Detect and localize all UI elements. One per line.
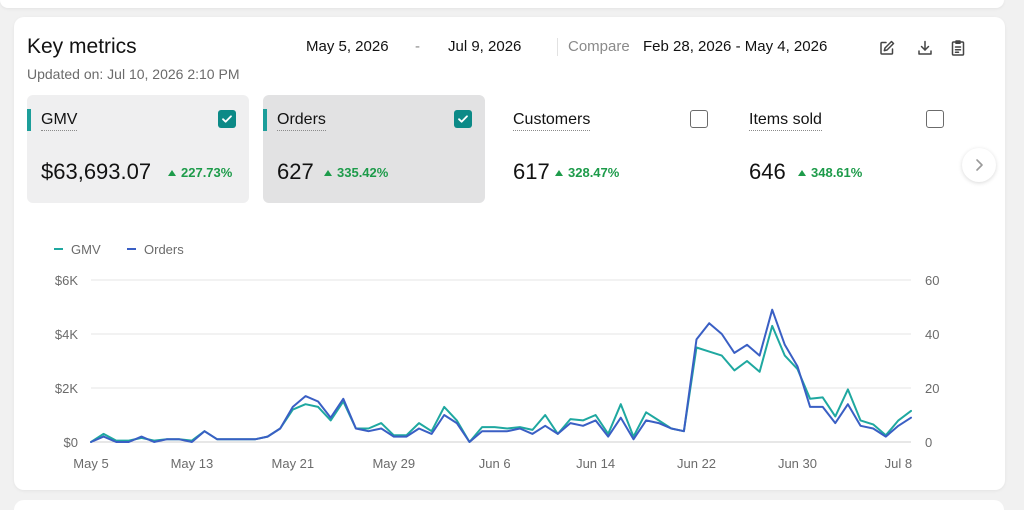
x-tick-label: May 21 — [272, 456, 315, 471]
compare-range[interactable]: Feb 28, 2026 - May 4, 2026 — [643, 38, 828, 55]
y-right-tick-label: 40 — [925, 327, 939, 342]
metric-value: $63,693.07 — [41, 159, 152, 184]
compare-label: Compare — [568, 38, 630, 55]
metric-delta: 328.47% — [555, 165, 619, 180]
x-tick-label: Jun 22 — [677, 456, 716, 471]
divider — [557, 38, 558, 56]
legend-item-orders[interactable]: Orders — [127, 242, 184, 257]
metric-card-items-sold[interactable]: Items sold 646 348.61% — [735, 95, 957, 203]
metric-delta: 348.61% — [798, 165, 862, 180]
x-tick-label: Jun 14 — [576, 456, 615, 471]
legend-label: Orders — [144, 242, 184, 257]
edit-icon[interactable] — [878, 39, 896, 57]
metric-delta-value: 348.61% — [811, 165, 863, 180]
legend-item-gmv[interactable]: GMV — [54, 242, 101, 257]
up-arrow-icon — [168, 170, 176, 176]
clipboard-icon[interactable] — [949, 39, 967, 57]
x-tick-label: May 13 — [171, 456, 214, 471]
next-card-edge — [14, 500, 1004, 510]
x-tick-label: Jun 30 — [778, 456, 817, 471]
x-tick-label: May 5 — [73, 456, 108, 471]
up-arrow-icon — [555, 170, 563, 176]
metric-value: 617 — [513, 159, 550, 184]
chevron-right-icon — [976, 159, 983, 171]
metric-card-gmv[interactable]: GMV $63,693.07 227.73% — [27, 95, 249, 203]
download-icon[interactable] — [916, 39, 934, 57]
metric-delta: 335.42% — [324, 165, 388, 180]
metric-delta-value: 328.47% — [568, 165, 620, 180]
date-range-start[interactable]: May 5, 2026 — [306, 38, 389, 55]
y-right-tick-label: 0 — [925, 435, 932, 450]
metric-label: Items sold — [749, 111, 822, 131]
y-right-tick-label: 20 — [925, 381, 939, 396]
metric-accent-bar — [263, 109, 267, 131]
y-left-tick-label: $6K — [55, 273, 78, 288]
metric-label: Orders — [277, 111, 326, 131]
series-line-orders — [90, 308, 912, 443]
metric-value: 646 — [749, 159, 786, 184]
up-arrow-icon — [324, 170, 332, 176]
y-left-tick-label: $4K — [55, 327, 78, 342]
metric-label: GMV — [41, 111, 78, 131]
metric-value: 627 — [277, 159, 314, 184]
y-right-tick-label: 60 — [925, 273, 939, 288]
x-tick-label: Jun 6 — [479, 456, 511, 471]
legend-swatch — [54, 248, 63, 250]
metric-checkbox-gmv[interactable] — [218, 110, 236, 128]
next-metrics-button[interactable] — [962, 148, 996, 182]
legend-label: GMV — [71, 242, 101, 257]
metric-card-orders[interactable]: Orders 627 335.42% — [263, 95, 485, 203]
metric-accent-bar — [27, 109, 31, 131]
metric-label: Customers — [513, 111, 591, 131]
series-line-gmv — [90, 324, 912, 443]
metric-card-customers[interactable]: Customers 617 328.47% — [499, 95, 721, 203]
previous-card-edge — [0, 0, 1004, 8]
date-range-separator: - — [415, 38, 420, 55]
metric-delta-value: 335.42% — [337, 165, 389, 180]
metric-checkbox-orders[interactable] — [454, 110, 472, 128]
updated-timestamp: Updated on: Jul 10, 2026 2:10 PM — [27, 66, 240, 82]
page-title: Key metrics — [27, 35, 137, 58]
metric-checkbox-items-sold[interactable] — [926, 110, 944, 128]
x-tick-label: Jul 8 — [885, 456, 912, 471]
y-left-tick-label: $0 — [64, 435, 78, 450]
metric-delta-value: 227.73% — [181, 165, 233, 180]
x-tick-label: May 29 — [372, 456, 415, 471]
metric-checkbox-customers[interactable] — [690, 110, 708, 128]
up-arrow-icon — [798, 170, 806, 176]
y-left-tick-label: $2K — [55, 381, 78, 396]
legend-swatch — [127, 248, 136, 250]
date-range-end[interactable]: Jul 9, 2026 — [448, 38, 522, 55]
metric-delta: 227.73% — [168, 165, 232, 180]
